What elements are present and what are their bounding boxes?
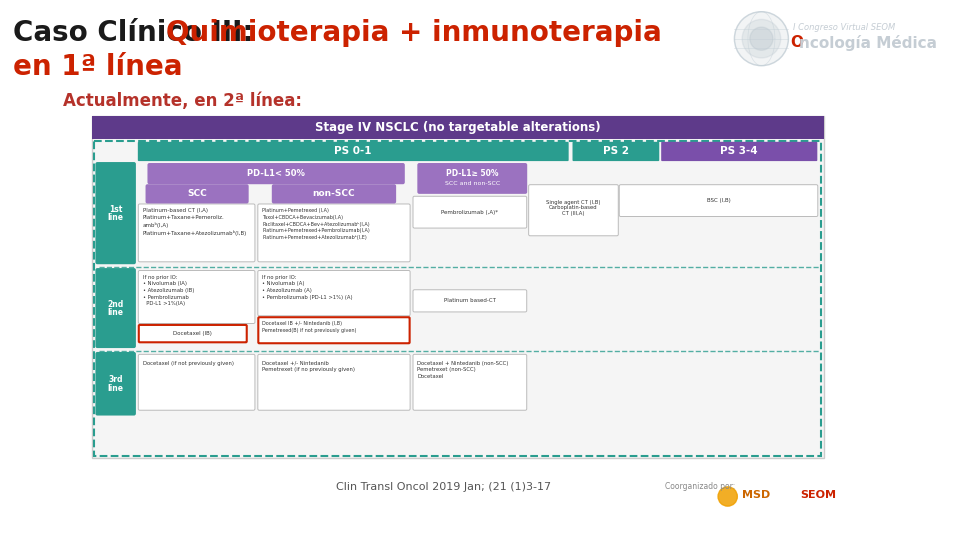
Text: 1st: 1st (109, 205, 122, 214)
FancyBboxPatch shape (95, 162, 136, 264)
Text: Docetaxel +/- Nintedanib
Pemetrexet (if no previously given): Docetaxel +/- Nintedanib Pemetrexet (if … (262, 361, 355, 372)
Text: Clin Transl Oncol 2019 Jan; (21 (1)3-17: Clin Transl Oncol 2019 Jan; (21 (1)3-17 (336, 482, 551, 492)
Text: SCC and non-SCC: SCC and non-SCC (444, 181, 500, 186)
Text: PD-L1≥ 50%: PD-L1≥ 50% (446, 169, 498, 178)
Text: If no prior IO:
• Nivolumab (A)
• Atezolizumab (A)
• Pembrolizumab (PD-L1 >1%) (: If no prior IO: • Nivolumab (A) • Atezol… (262, 275, 352, 300)
Text: Quimioterapia + inmunoterapia: Quimioterapia + inmunoterapia (166, 19, 661, 48)
Text: line: line (108, 384, 124, 393)
FancyBboxPatch shape (272, 184, 396, 204)
FancyBboxPatch shape (138, 204, 255, 262)
Text: BSC (I,B): BSC (I,B) (707, 198, 731, 203)
FancyBboxPatch shape (529, 185, 618, 236)
FancyBboxPatch shape (139, 325, 247, 342)
Text: If no prior IO:
• Nivolumab (IA)
• Atezolizumab (IB)
• Pembrolizumab
  PD-L1 >1%: If no prior IO: • Nivolumab (IA) • Atezo… (143, 275, 194, 306)
FancyBboxPatch shape (146, 184, 249, 204)
FancyBboxPatch shape (258, 317, 410, 343)
Text: en 1ª línea: en 1ª línea (13, 53, 183, 81)
FancyBboxPatch shape (413, 290, 527, 312)
FancyBboxPatch shape (258, 271, 410, 316)
Circle shape (734, 12, 788, 66)
FancyBboxPatch shape (258, 354, 410, 410)
Text: Docetaxel + Nintedanib (non-SCC)
Pemetrexet (non-SCC)
Docetaxel: Docetaxel + Nintedanib (non-SCC) Pemetre… (418, 361, 509, 379)
Text: Pembrolizumab (,A)*: Pembrolizumab (,A)* (442, 210, 498, 215)
Text: PS 0-1: PS 0-1 (334, 146, 372, 157)
FancyBboxPatch shape (91, 116, 824, 139)
Text: PS 2: PS 2 (603, 146, 629, 157)
FancyBboxPatch shape (95, 352, 136, 416)
Text: SCC: SCC (187, 190, 207, 198)
Text: line: line (108, 308, 124, 318)
Text: PS 3-4: PS 3-4 (720, 146, 758, 157)
Text: Platinum-based CT (I,A)
Platinum+Taxane+Pemeroliz.
ambᵇ(I,A)
Platinum+Taxane+Ate: Platinum-based CT (I,A) Platinum+Taxane+… (143, 208, 247, 236)
FancyBboxPatch shape (619, 185, 818, 217)
Text: MSD: MSD (742, 490, 770, 500)
Text: Docetaxel (IB): Docetaxel (IB) (174, 331, 212, 336)
Text: PD-L1< 50%: PD-L1< 50% (247, 169, 305, 178)
FancyBboxPatch shape (138, 271, 255, 323)
Text: Caso Clínico III:: Caso Clínico III: (13, 19, 264, 48)
Text: Coorganizado por:: Coorganizado por: (665, 482, 735, 491)
FancyBboxPatch shape (418, 163, 527, 194)
Text: Platinum based-CT: Platinum based-CT (444, 298, 495, 303)
FancyBboxPatch shape (661, 142, 817, 161)
Text: Docetaxel (if not previously given): Docetaxel (if not previously given) (143, 361, 233, 366)
Text: O: O (790, 35, 804, 50)
FancyBboxPatch shape (148, 163, 405, 184)
FancyBboxPatch shape (258, 204, 410, 262)
Text: Stage IV NSCLC (no targetable alterations): Stage IV NSCLC (no targetable alteration… (315, 121, 601, 134)
Text: Platinum+Pemetrexed (I,A)
Taxol+CBDCA+Bevacizumab(I,A)
Paclitaxel+CBDCA+Bev+Atez: Platinum+Pemetrexed (I,A) Taxol+CBDCA+Be… (262, 208, 370, 240)
FancyBboxPatch shape (91, 116, 824, 458)
Circle shape (742, 19, 780, 58)
Text: 3rd: 3rd (108, 375, 123, 384)
Text: line: line (108, 213, 124, 222)
Text: non-SCC: non-SCC (313, 190, 355, 198)
Text: Docetaxel IB +/- Nintedanib (I,B)
Pemetrexed(B) if not previously given): Docetaxel IB +/- Nintedanib (I,B) Pemetr… (262, 321, 356, 333)
FancyBboxPatch shape (138, 354, 255, 410)
Text: I Congreso Virtual SEOM: I Congreso Virtual SEOM (793, 23, 896, 32)
Text: 2nd: 2nd (108, 300, 124, 309)
FancyBboxPatch shape (95, 268, 136, 348)
FancyBboxPatch shape (138, 142, 568, 161)
Circle shape (750, 27, 773, 50)
Circle shape (718, 487, 737, 506)
Text: Actualmente, en 2ª línea:: Actualmente, en 2ª línea: (62, 92, 301, 110)
FancyBboxPatch shape (413, 196, 527, 228)
Text: SEOM: SEOM (800, 490, 836, 500)
Text: Single agent CT (I,B)
Carboplatin-based
CT (III,A): Single agent CT (I,B) Carboplatin-based … (546, 200, 601, 216)
FancyBboxPatch shape (413, 354, 527, 410)
Text: ncología Médica: ncología Médica (799, 35, 937, 51)
FancyBboxPatch shape (572, 142, 660, 161)
